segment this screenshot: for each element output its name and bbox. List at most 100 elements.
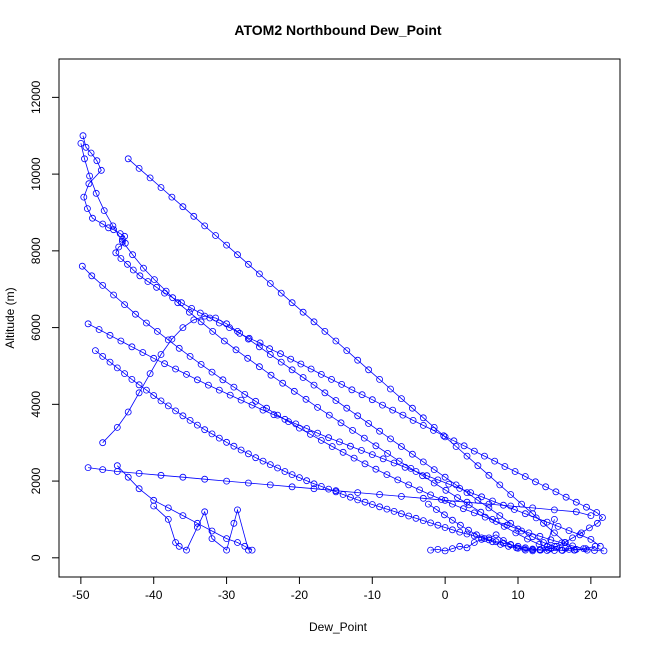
data-point (481, 513, 489, 521)
data-point (445, 480, 453, 488)
data-point (343, 347, 351, 355)
x-tick-label: -10 (364, 588, 382, 602)
y-tick-label: 12000 (29, 80, 43, 114)
data-point (244, 335, 252, 343)
data-point (572, 508, 580, 516)
data-point (270, 411, 278, 419)
data-point (255, 363, 263, 371)
data-point (357, 446, 365, 454)
data-point (172, 365, 180, 373)
data-point (277, 350, 284, 358)
data-point (338, 380, 346, 388)
data-point (81, 155, 88, 163)
data-point (390, 507, 398, 515)
data-point (135, 381, 143, 389)
data-point (85, 180, 93, 188)
data-point (354, 356, 362, 364)
data-point (551, 542, 558, 550)
data-point (245, 334, 253, 342)
data-point (255, 270, 263, 278)
x-tick-label: -40 (145, 588, 163, 602)
data-point (448, 516, 456, 524)
data-point (405, 481, 413, 489)
data-point (223, 477, 231, 485)
data-point (514, 525, 522, 533)
data-point (456, 528, 464, 536)
plot-frame (58, 58, 621, 578)
data-point (124, 473, 132, 481)
data-point (77, 139, 85, 147)
data-point (499, 537, 507, 544)
data-point (99, 220, 107, 228)
data-point (543, 518, 551, 526)
data-point (551, 547, 558, 554)
data-point (441, 473, 449, 481)
data-point (470, 539, 478, 546)
data-point (587, 512, 595, 519)
data-point (321, 327, 329, 335)
data-point (140, 264, 147, 272)
data-point (416, 486, 424, 494)
data-point (186, 352, 194, 360)
data-point (112, 249, 120, 257)
data-point (277, 289, 285, 297)
data-point (197, 318, 205, 326)
data-point (266, 351, 274, 358)
data-point (518, 527, 525, 535)
data-point (99, 439, 107, 447)
data-point (306, 430, 314, 438)
data-point (551, 529, 558, 537)
data-point (481, 452, 488, 460)
data-point (521, 544, 529, 552)
data-point (542, 483, 550, 491)
data-point (234, 506, 241, 514)
data-point (470, 509, 478, 517)
data-point (226, 391, 234, 399)
data-point (95, 326, 103, 333)
data-point (587, 536, 595, 543)
data-point (236, 329, 244, 337)
data-point (124, 155, 132, 163)
data-point (223, 241, 231, 249)
data-point (135, 469, 143, 477)
data-point (470, 447, 478, 455)
data-point (507, 502, 515, 510)
data-point (157, 397, 165, 405)
data-point (106, 331, 114, 339)
data-point (583, 503, 590, 511)
data-point (361, 460, 369, 468)
data-point (307, 365, 315, 373)
data-point (332, 487, 340, 495)
data-point (193, 421, 201, 429)
data-point (290, 387, 298, 395)
data-point (569, 534, 576, 542)
data-point (376, 491, 384, 498)
data-point (201, 426, 209, 434)
data-point (365, 366, 373, 374)
y-tick-label: 8000 (29, 237, 43, 264)
data-point (241, 542, 249, 550)
data-point (496, 512, 504, 519)
data-point (190, 316, 198, 324)
series-line (117, 465, 253, 551)
data-point (543, 542, 551, 550)
data-point (423, 472, 431, 480)
data-point (576, 531, 584, 539)
data-point (383, 471, 391, 479)
data-point (325, 434, 333, 442)
data-point (389, 406, 397, 414)
data-point (215, 386, 223, 394)
data-point (409, 416, 417, 424)
data-point (128, 343, 136, 351)
data-point (208, 535, 216, 542)
data-point (252, 397, 260, 405)
data-point (521, 473, 529, 480)
data-point (252, 454, 260, 462)
data-point (299, 374, 307, 381)
data-point (274, 464, 282, 472)
data-point (303, 425, 311, 432)
data-point (580, 545, 587, 552)
data-point (234, 251, 241, 259)
data-point (136, 272, 144, 280)
data-point (440, 511, 448, 519)
